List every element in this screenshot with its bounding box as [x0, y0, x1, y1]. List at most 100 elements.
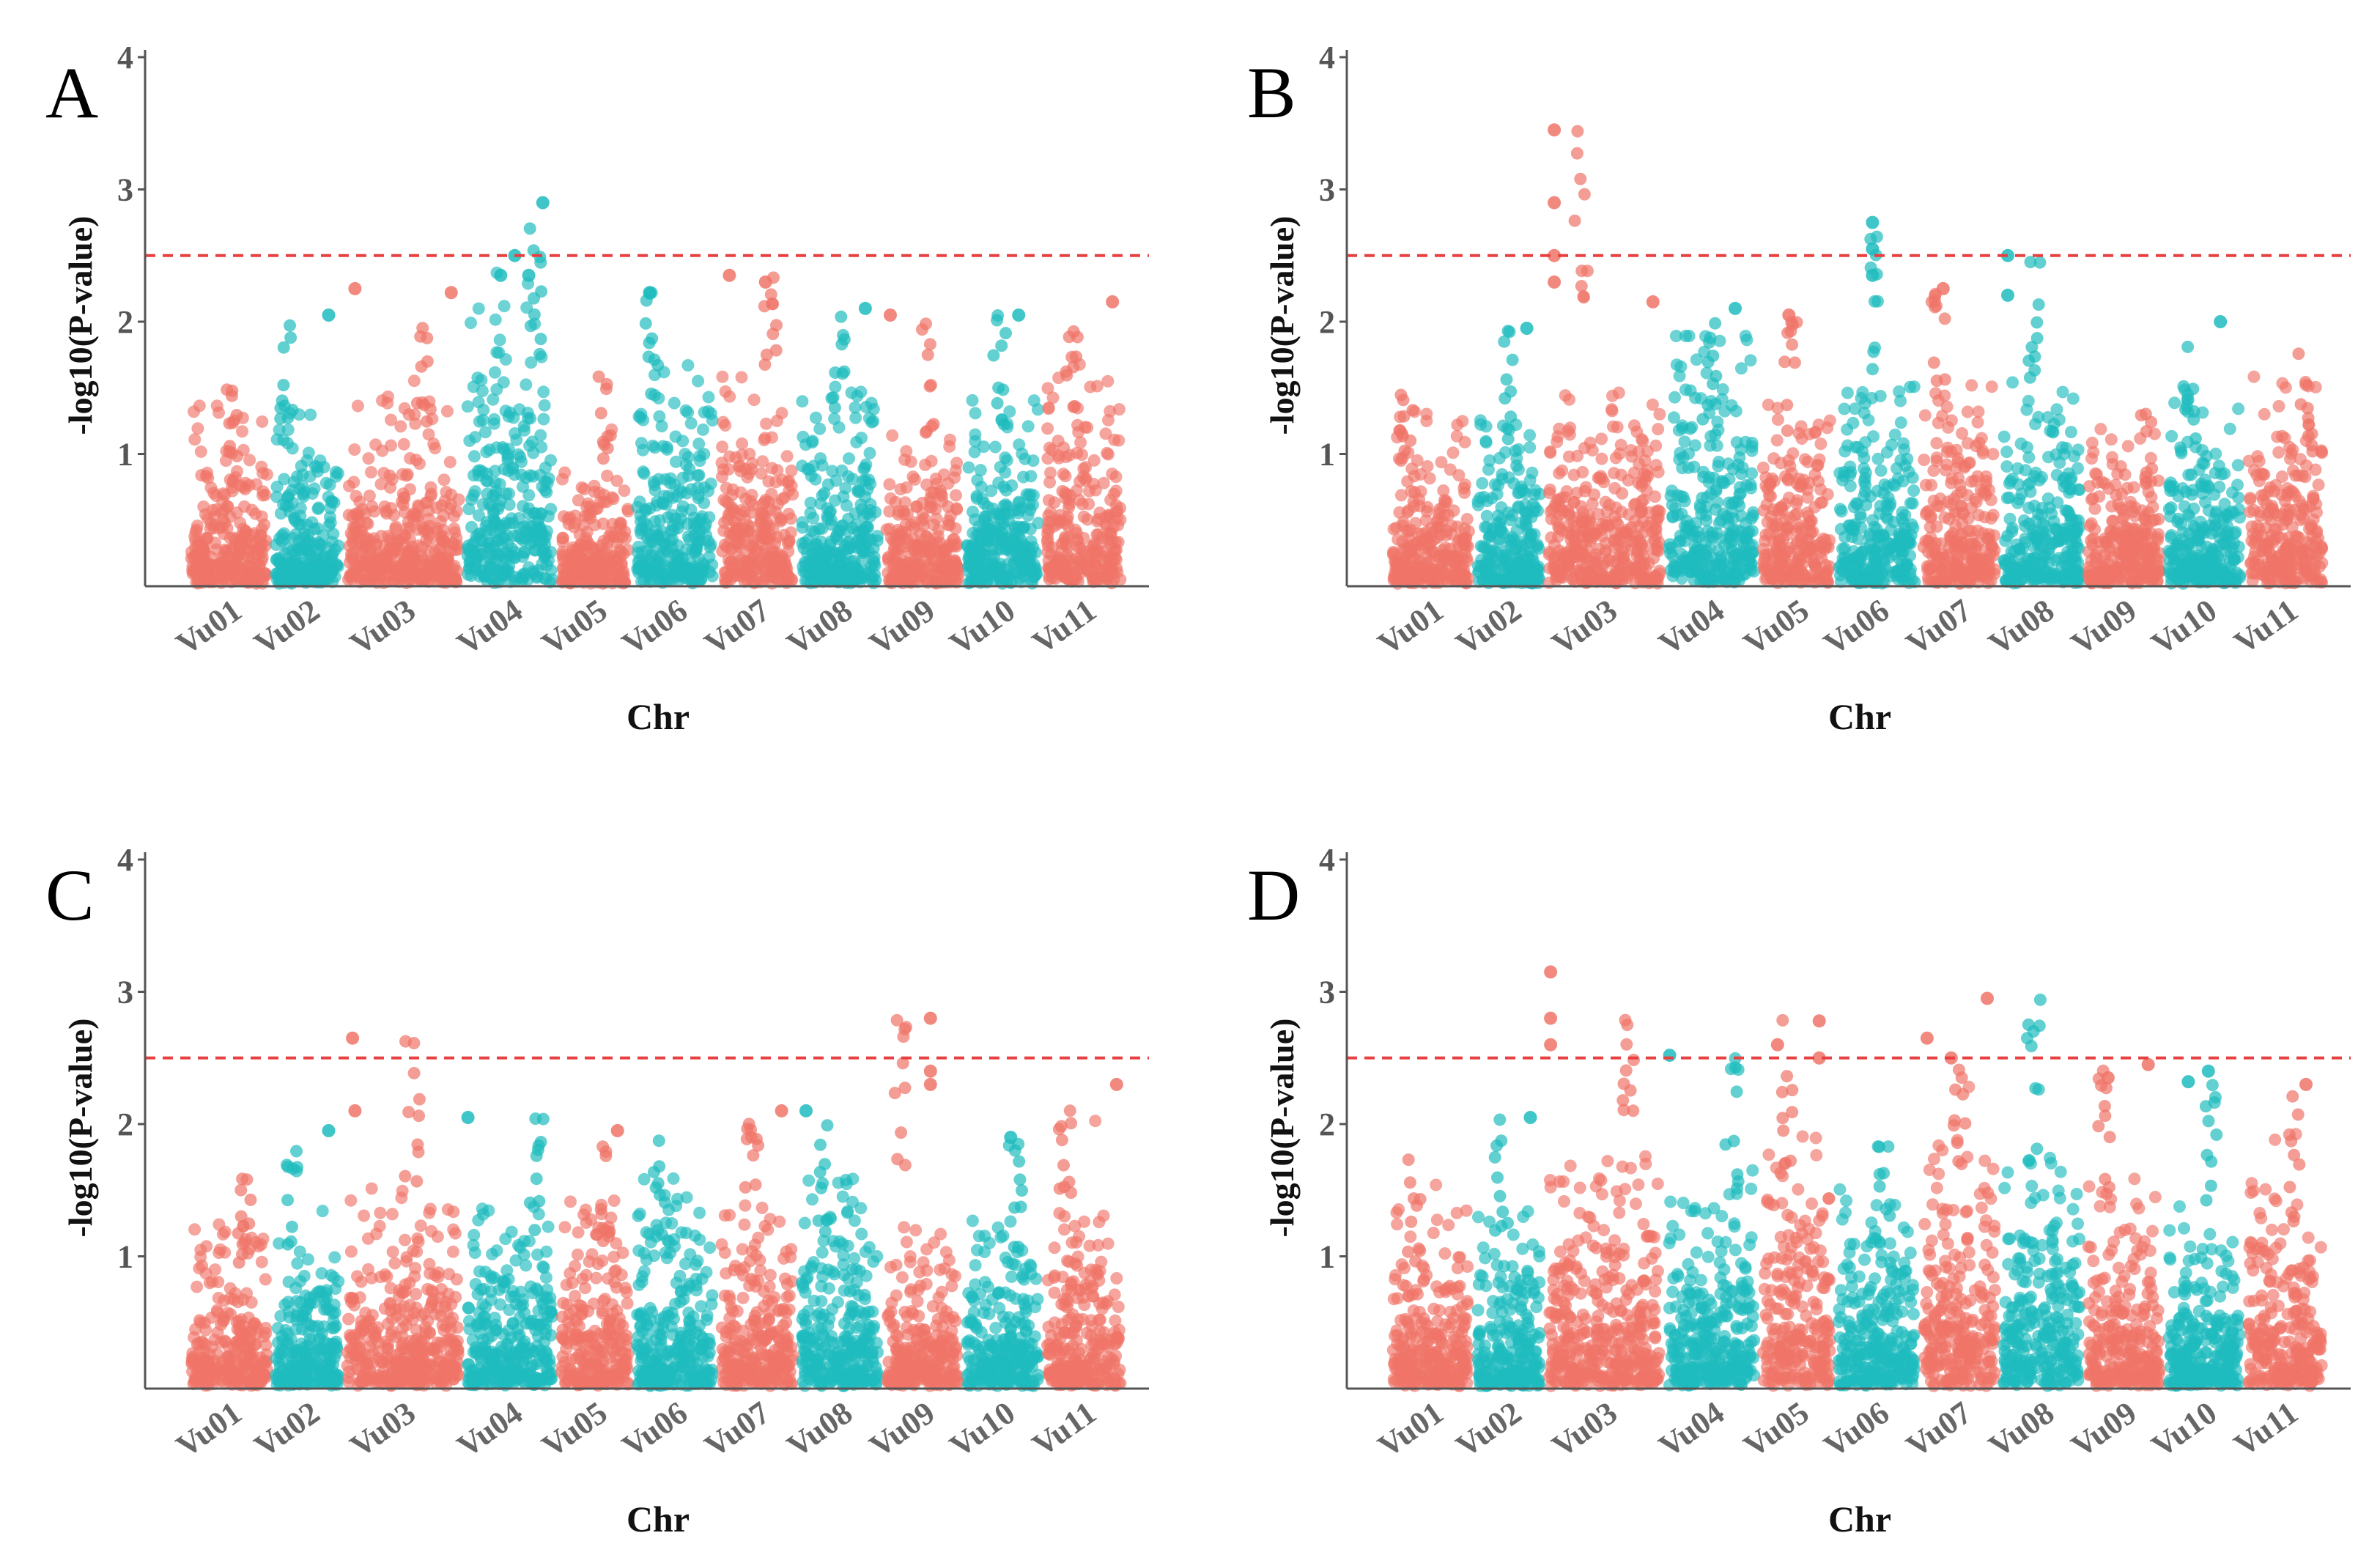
- snp-point: [1482, 559, 1495, 572]
- snp-point: [822, 478, 835, 491]
- snp-point: [1077, 462, 1090, 475]
- peak-point-Vu03: [445, 286, 458, 299]
- snp-point: [415, 361, 428, 373]
- snp-point: [826, 465, 838, 477]
- snp-point: [1773, 561, 1785, 574]
- snp-point: [883, 478, 895, 491]
- snp-point: [942, 500, 954, 513]
- snp-point: [1059, 487, 1071, 499]
- snp-point: [194, 572, 207, 585]
- peak-point-Vu08: [859, 302, 872, 315]
- snp-point: [1985, 512, 1998, 525]
- snp-point: [1629, 531, 1641, 544]
- snp-point: [1606, 390, 1619, 402]
- snp-point: [1584, 437, 1597, 449]
- snp-point: [1768, 475, 1781, 487]
- snp-point: [682, 470, 695, 482]
- snp-point: [601, 378, 613, 391]
- snp-point: [635, 408, 647, 421]
- snp-point: [757, 527, 769, 539]
- snp-point: [1650, 529, 1663, 542]
- snp-point: [471, 372, 484, 384]
- snp-point: [1047, 391, 1060, 404]
- snp-point: [814, 452, 827, 465]
- x-tick-Vu01: Vu01: [170, 592, 248, 662]
- snp-point: [724, 535, 736, 547]
- snp-point: [1767, 536, 1780, 548]
- snp-point: [1498, 336, 1510, 348]
- snp-point: [748, 393, 761, 406]
- snp-point: [1615, 469, 1627, 481]
- snp-point: [211, 399, 223, 412]
- snp-point: [284, 319, 296, 332]
- snp-point: [1108, 488, 1120, 500]
- snp-point: [1399, 445, 1411, 457]
- snp-point: [801, 463, 813, 476]
- snp-point: [1838, 542, 1851, 555]
- snp-point: [1567, 551, 1580, 564]
- snp-point: [1919, 409, 1932, 421]
- snp-point: [494, 478, 506, 490]
- snp-point: [312, 501, 325, 514]
- snp-point: [1844, 461, 1856, 473]
- snp-point: [991, 309, 1004, 322]
- snp-point: [575, 559, 588, 572]
- snp-point: [303, 447, 315, 459]
- snp-point: [1480, 436, 1493, 448]
- chr-points-Vu05: [556, 371, 635, 590]
- snp-point: [1452, 469, 1465, 481]
- y-tick-label: 1: [117, 437, 133, 473]
- snp-point: [892, 506, 905, 518]
- snp-point: [1800, 546, 1813, 558]
- snp-point: [1392, 564, 1405, 576]
- snp-point: [544, 454, 557, 467]
- snp-point: [987, 350, 999, 362]
- snp-point: [724, 506, 736, 519]
- y-tick-label: 4: [117, 40, 133, 75]
- snp-point: [1847, 417, 1859, 429]
- snp-point: [1649, 572, 1662, 584]
- snp-point: [765, 570, 777, 583]
- snp-point: [1859, 436, 1871, 448]
- snp-point: [528, 507, 540, 520]
- snp-point: [404, 533, 416, 546]
- snp-point: [1772, 577, 1784, 589]
- snp-point: [828, 413, 840, 425]
- snp-point: [1102, 414, 1115, 426]
- snp-point: [999, 466, 1011, 478]
- snp-point: [273, 532, 286, 544]
- snp-point: [670, 566, 682, 578]
- snp-point: [1504, 385, 1517, 398]
- snp-point: [1575, 280, 1588, 292]
- snp-point: [1523, 441, 1536, 454]
- snp-point: [1017, 471, 1030, 484]
- snp-point: [1605, 403, 1618, 415]
- chr-points-Vu07: [716, 271, 799, 589]
- snp-point: [1675, 548, 1688, 561]
- snp-point: [525, 319, 537, 332]
- snp-point: [803, 557, 816, 569]
- snp-point: [1881, 446, 1893, 459]
- snp-point: [1666, 499, 1679, 511]
- snp-point: [735, 553, 747, 566]
- snp-point: [610, 553, 622, 566]
- snp-point: [1397, 536, 1409, 548]
- snp-point: [692, 375, 704, 388]
- snp-point: [1802, 517, 1814, 530]
- snp-point: [1689, 392, 1701, 404]
- snp-point: [648, 515, 661, 528]
- snp-point: [1420, 408, 1433, 421]
- snp-point: [1726, 498, 1738, 510]
- snp-point: [1458, 538, 1471, 550]
- snp-point: [1784, 325, 1797, 337]
- snp-point: [735, 504, 747, 517]
- snp-point: [963, 462, 975, 474]
- snp-point: [1571, 147, 1583, 160]
- snp-point: [1068, 400, 1081, 413]
- snp-point: [1559, 389, 1572, 402]
- snp-point: [1812, 459, 1825, 471]
- snp-point: [1614, 448, 1626, 460]
- snp-point: [661, 545, 673, 558]
- snp-point: [1011, 552, 1024, 564]
- snp-point: [1965, 379, 1978, 391]
